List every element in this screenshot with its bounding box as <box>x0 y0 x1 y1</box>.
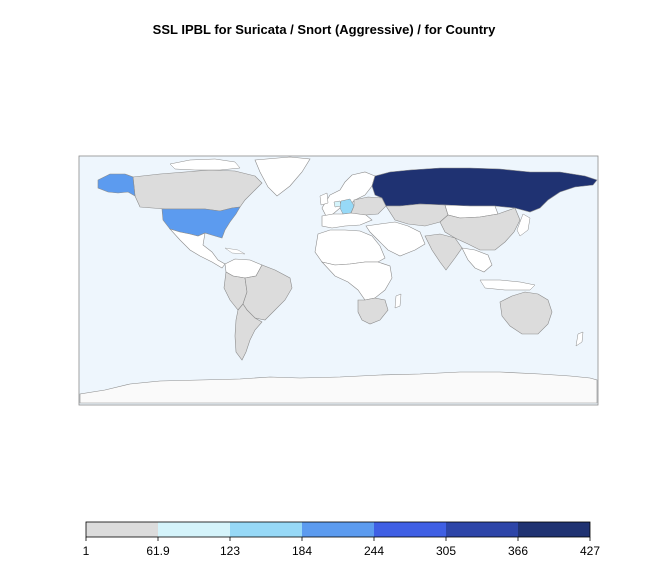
country-japan <box>516 213 531 237</box>
region-eastern-europe <box>350 196 387 216</box>
caribbean-islands <box>224 247 246 255</box>
country-greenland <box>254 156 311 197</box>
legend-color-box <box>86 522 158 537</box>
legend-color-box <box>302 522 374 537</box>
country-madagascar <box>394 293 402 309</box>
region-central-africa <box>321 261 393 301</box>
country-australia <box>499 291 553 335</box>
region-southern-europe <box>321 212 373 229</box>
country-china <box>439 207 521 251</box>
legend-tick-label: 305 <box>436 544 456 558</box>
region-southeast-asia <box>461 247 493 273</box>
country-alaska <box>97 173 136 197</box>
country-india <box>424 233 463 271</box>
legend-tick-label: 244 <box>364 544 384 558</box>
map-title: SSL IPBL for Suricata / Snort (Aggressiv… <box>152 22 496 37</box>
country-antarctica <box>79 371 598 404</box>
legend-tick-label: 61.9 <box>146 544 170 558</box>
legend-tick-label: 427 <box>580 544 600 558</box>
country-south-africa <box>357 297 389 325</box>
legend-tick-label: 184 <box>292 544 312 558</box>
country-uk <box>319 192 329 206</box>
legend-tick-label: 366 <box>508 544 528 558</box>
country-mexico <box>169 228 226 269</box>
region-indonesia <box>479 279 536 291</box>
legend-color-box <box>518 522 590 537</box>
map-frame <box>78 155 599 406</box>
legend-frame <box>85 521 591 538</box>
region-middle-east <box>365 221 426 257</box>
arctic-islands <box>169 158 241 171</box>
legend-color-box <box>374 522 446 537</box>
legend-color-box <box>446 522 518 537</box>
legend-tick-label: 1 <box>83 544 90 558</box>
legend-tick-label: 123 <box>220 544 240 558</box>
legend-color-box <box>158 522 230 537</box>
country-new-zealand <box>575 331 584 347</box>
legend-color-box <box>230 522 302 537</box>
country-canada <box>132 169 263 212</box>
country-argentina <box>234 303 263 361</box>
